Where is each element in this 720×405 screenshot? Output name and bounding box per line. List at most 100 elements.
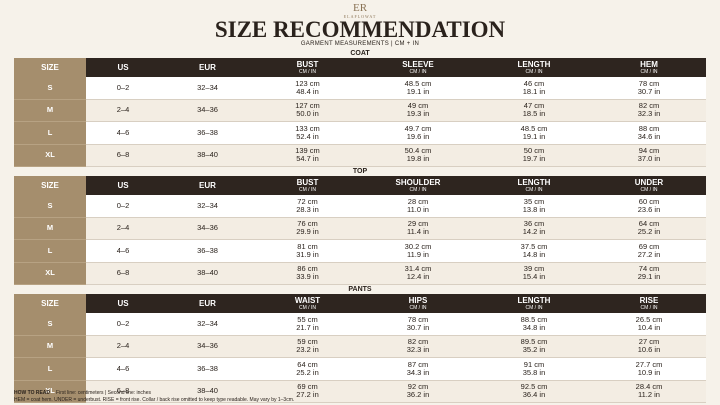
measure-cell: 55 cm 21.7 in: [255, 313, 360, 336]
section-name: PANTS: [348, 286, 372, 293]
cm-value: 139 cm: [295, 146, 320, 156]
inch-value: 14.2 in: [522, 227, 546, 237]
measure-cell: 26.5 cm 10.4 in: [592, 313, 706, 336]
inch-value: 19.6 in: [406, 131, 430, 141]
inch-value: 27.2 in: [296, 390, 319, 400]
inch-value: 19.1 in: [522, 131, 546, 141]
measure-cell: 82 cm 32.3 in: [360, 335, 476, 358]
column-name: UNDER: [634, 177, 664, 187]
cm-value: 78 cm: [638, 78, 660, 88]
unit-label: CM / IN: [299, 68, 316, 75]
inch-value: 15.4 in: [522, 272, 546, 282]
measure-cell: 133 cm 52.4 in: [255, 121, 360, 145]
unit-label: CM / IN: [299, 304, 316, 311]
measure-cell: 76 cm 29.9 in: [255, 217, 360, 240]
header-cell: SIZE: [14, 58, 86, 77]
measure-cell: 37.5 cm 14.8 in: [476, 239, 592, 263]
us-cell: 2–4: [86, 99, 160, 122]
size-row: XL 6–8 38–40 86 cm 33.9 in 31.4 cm 12.4 in 39 c…: [14, 262, 706, 285]
cm-value: 55 cm: [297, 314, 318, 324]
header-cell: SLEEVE CM / IN: [360, 58, 476, 77]
cm-value: 69 cm: [297, 382, 318, 392]
header-row: SIZE US EUR WAIST CM / IN HIPS CM / IN LENGTH CM…: [14, 294, 706, 313]
measure-cell: 139 cm 54.7 in: [255, 144, 360, 167]
logo-mark: ER: [352, 2, 368, 14]
us-cell: 4–6: [86, 239, 160, 263]
cm-value: 133 cm: [295, 123, 320, 133]
measure-cell: 49 cm 19.3 in: [360, 99, 476, 122]
header-cell: BUST CM / IN: [255, 176, 360, 195]
measure-cell: 30.2 cm 11.9 in: [360, 239, 476, 263]
us-cell: 2–4: [86, 217, 160, 240]
size-table: SIZE US EUR WAIST CM / IN HIPS CM / IN LENGTH CM…: [14, 294, 706, 403]
cm-value: 82 cm: [638, 101, 660, 111]
cm-value: 89.5 cm: [520, 337, 548, 347]
measure-cell: 74 cm 29.1 in: [592, 262, 706, 285]
size-table: SIZE US EUR BUST CM / IN SLEEVE CM / IN LENGTH C…: [14, 58, 706, 167]
logo: ER ELAFLOWAT: [0, 2, 720, 20]
measure-cell: 92.5 cm 36.4 in: [476, 380, 592, 403]
sections: COAT SIZE US EUR BUST CM / IN SLEEVE CM / IN LEN…: [14, 49, 706, 403]
footer-line: HOW TO READ First line: centimeters | Sec…: [14, 390, 294, 397]
measure-cell: 88 cm 34.6 in: [592, 121, 706, 145]
header-cell: LENGTH CM / IN: [476, 176, 592, 195]
inch-value: 18.1 in: [522, 86, 546, 96]
measure-cell: 123 cm 48.4 in: [255, 77, 360, 100]
cm-value: 48.5 cm: [520, 123, 548, 133]
cm-value: 76 cm: [297, 219, 318, 229]
cm-value: 72 cm: [297, 196, 318, 206]
section-name: COAT: [350, 50, 370, 57]
inch-value: 11.9 in: [407, 249, 429, 259]
cm-value: 39 cm: [523, 264, 545, 274]
eur-cell: 38–40: [160, 380, 255, 403]
footer-text: First line: centimeters | Second line: i…: [56, 390, 151, 396]
column-name: LENGTH: [517, 177, 551, 187]
column-name: WAIST: [294, 295, 321, 305]
cm-value: 74 cm: [638, 264, 660, 274]
column-name: HIPS: [408, 295, 428, 305]
measure-cell: 35 cm 13.8 in: [476, 195, 592, 218]
inch-value: 33.9 in: [296, 272, 319, 282]
unit-label: CM / IN: [409, 186, 427, 193]
inch-value: 29.9 in: [296, 227, 319, 237]
cm-value: 27.7 cm: [635, 359, 663, 369]
eur-cell: 38–40: [160, 262, 255, 285]
cm-value: 28 cm: [407, 196, 429, 206]
header-cell: SIZE: [14, 294, 86, 313]
cm-value: 49 cm: [407, 101, 429, 111]
cm-value: 92 cm: [407, 382, 429, 392]
inch-value: 30.7 in: [637, 86, 661, 96]
cm-value: 82 cm: [407, 337, 429, 347]
cm-value: 127 cm: [295, 101, 320, 111]
inch-value: 29.1 in: [637, 272, 661, 282]
column-name: RISE: [639, 295, 659, 305]
header-cell: US: [86, 58, 160, 77]
inch-value: 31.9 in: [296, 249, 319, 259]
header-cell: SIZE: [14, 176, 86, 195]
size-row: M 2–4 34–36 127 cm 50.0 in 49 cm 19.3 in 47 cm 1…: [14, 99, 706, 122]
inch-value: 19.8 in: [406, 154, 430, 164]
size-cell: XL: [14, 380, 86, 403]
inch-value: 11.0 in: [407, 204, 429, 214]
inch-value: 13.8 in: [522, 204, 546, 214]
measure-cell: 50.4 cm 19.8 in: [360, 144, 476, 167]
cm-value: 35 cm: [523, 196, 545, 206]
cm-value: 47 cm: [523, 101, 545, 111]
measure-cell: 49.7 cm 19.6 in: [360, 121, 476, 145]
size-row: M 2–4 34–36 59 cm 23.2 in 82 cm 32.3 in 89.5 cm…: [14, 335, 706, 358]
eur-cell: 32–34: [160, 195, 255, 218]
inch-value: 30.7 in: [406, 322, 430, 332]
measure-cell: 87 cm 34.3 in: [360, 357, 476, 381]
measure-cell: 88.5 cm 34.8 in: [476, 313, 592, 336]
unit-label: CM / IN: [409, 304, 427, 311]
cm-value: 37.5 cm: [520, 241, 548, 251]
measure-cell: 78 cm 30.7 in: [360, 313, 476, 336]
inch-value: 25.2 in: [637, 227, 661, 237]
column-name: LENGTH: [517, 295, 551, 305]
measure-cell: 39 cm 15.4 in: [476, 262, 592, 285]
column-name: BUST: [296, 59, 319, 69]
measure-cell: 127 cm 50.0 in: [255, 99, 360, 122]
inch-value: 10.9 in: [637, 367, 661, 377]
footer-label: HOW TO READ: [14, 390, 51, 396]
